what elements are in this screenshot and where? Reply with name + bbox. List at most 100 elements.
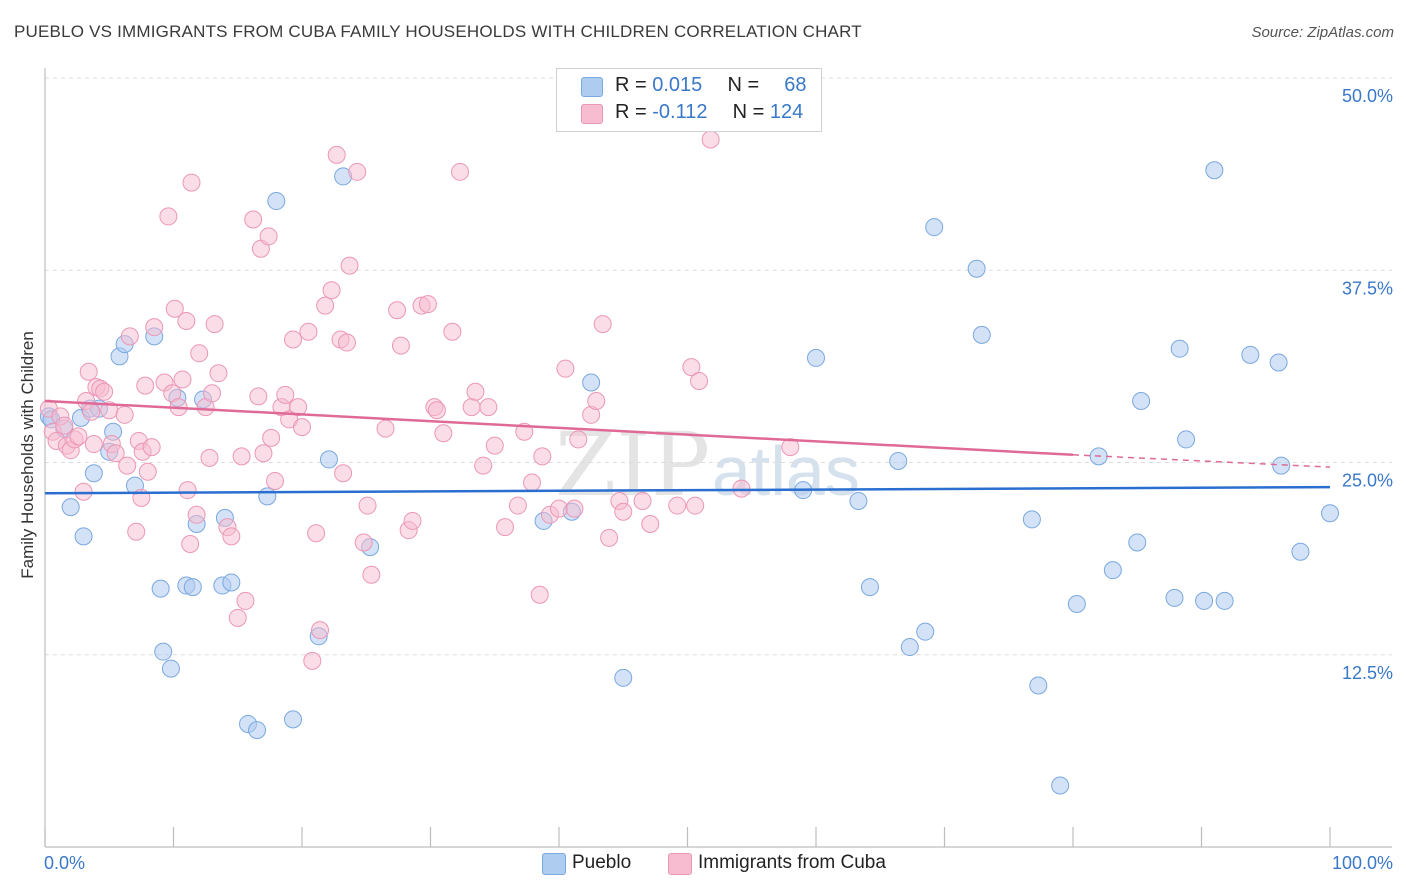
- cuba-point: [106, 444, 125, 463]
- pueblo-point: [1067, 594, 1086, 613]
- pueblo-point: [151, 579, 170, 598]
- cuba-point: [74, 482, 93, 501]
- pueblo-swatch: [542, 853, 566, 875]
- cuba-point: [159, 207, 178, 226]
- cuba-point: [177, 312, 196, 331]
- cuba-point: [222, 527, 241, 546]
- cuba-point: [165, 299, 184, 318]
- y-tick-label: 50.0%: [1342, 86, 1393, 106]
- cuba-point: [732, 479, 751, 498]
- cuba-point: [565, 499, 584, 518]
- cuba-point: [781, 438, 800, 457]
- pueblo-point: [849, 491, 868, 510]
- cuba-point: [533, 447, 552, 466]
- pueblo-point: [222, 573, 241, 592]
- cuba-point: [79, 362, 98, 381]
- pueblo-point: [1165, 588, 1184, 607]
- cuba-point: [462, 398, 481, 417]
- pueblo-point: [1215, 591, 1234, 610]
- cuba-point: [266, 471, 285, 490]
- legend-label-pueblo: Pueblo: [572, 852, 632, 873]
- pueblo-point: [1170, 339, 1189, 358]
- pueblo-point: [1132, 391, 1151, 410]
- x-tick-label-min: 0.0%: [44, 853, 85, 873]
- cuba-point: [310, 621, 329, 640]
- pueblo-point: [74, 527, 93, 546]
- cuba-point: [322, 281, 341, 300]
- cuba-point: [427, 401, 446, 420]
- cuba-point: [118, 456, 137, 475]
- pueblo-points: [39, 161, 1339, 795]
- legend-label-cuba: Immigrants from Cuba: [698, 852, 886, 873]
- cuba-point: [136, 376, 155, 395]
- cuba-point: [633, 491, 652, 510]
- cuba-point: [334, 464, 353, 483]
- cuba-point: [249, 387, 268, 406]
- cuba-point: [209, 364, 228, 383]
- chart-title: PUEBLO VS IMMIGRANTS FROM CUBA FAMILY HO…: [14, 22, 862, 41]
- cuba-point: [115, 405, 134, 424]
- cuba-point: [600, 528, 619, 547]
- correlation-legend: R = 0.015 N = 68 R = -0.112 N = 124: [556, 68, 822, 132]
- pueblo-swatch: [581, 77, 603, 97]
- y-tick-label: 25.0%: [1342, 471, 1393, 491]
- cuba-point: [668, 496, 687, 515]
- cuba-point: [593, 315, 612, 334]
- legend-n-label: N =: [732, 101, 765, 123]
- legend-r-label: R =: [615, 101, 647, 123]
- cuba-point: [587, 391, 606, 410]
- cuba-point: [496, 518, 515, 537]
- pueblo-point: [1291, 542, 1310, 561]
- cuba-point: [348, 162, 367, 181]
- cuba-point: [95, 382, 114, 401]
- cuba-point: [69, 427, 88, 446]
- pueblo-point: [582, 373, 601, 392]
- pueblo-point: [183, 578, 202, 597]
- pueblo-point: [1272, 456, 1291, 475]
- pueblo-point: [889, 451, 908, 470]
- cuba-point: [403, 511, 422, 530]
- pueblo-point: [84, 464, 103, 483]
- cuba-point: [120, 327, 139, 346]
- pueblo-point: [1205, 161, 1224, 180]
- cuba-point: [142, 438, 161, 457]
- cuba-point: [145, 318, 164, 337]
- pueblo-point: [1177, 430, 1196, 449]
- cuba-point: [354, 533, 373, 552]
- cuba-point: [690, 371, 709, 390]
- legend-r-value: -0.112: [652, 101, 708, 123]
- cuba-point: [228, 608, 247, 627]
- legend-n-value: 68: [784, 74, 807, 96]
- cuba-point: [205, 315, 224, 334]
- cuba-point: [262, 428, 281, 447]
- cuba-point: [55, 416, 74, 435]
- cuba-point: [299, 322, 318, 341]
- cuba-point: [569, 430, 588, 449]
- cuba-point: [293, 418, 311, 437]
- pueblo-point: [248, 721, 267, 740]
- cuba-point: [289, 398, 308, 417]
- cuba-point: [236, 591, 255, 610]
- tick-labels: 12.5% 25.0% 37.5% 50.0% 0.0% 100.0%: [44, 86, 1393, 873]
- cuba-point: [358, 496, 377, 515]
- cuba-point: [434, 424, 453, 443]
- legend-r-value: 0.015: [652, 74, 703, 96]
- pueblo-point: [319, 450, 338, 469]
- cuba-point: [127, 522, 146, 541]
- cuba-point: [276, 385, 295, 404]
- cuba-point: [508, 496, 527, 515]
- cuba-point: [523, 473, 542, 492]
- cuba-point: [316, 296, 335, 315]
- pueblo-point: [161, 659, 180, 678]
- cuba-point: [307, 524, 326, 543]
- watermark: ZIP atlas: [555, 413, 860, 516]
- cuba-point: [479, 398, 498, 417]
- cuba-point: [84, 435, 103, 454]
- cuba-point: [138, 462, 157, 481]
- y-tick-label: 12.5%: [1342, 663, 1393, 683]
- pueblo-point: [267, 192, 286, 211]
- pueblo-point: [1269, 353, 1288, 372]
- pueblo-point: [1321, 504, 1339, 523]
- pueblo-point: [258, 487, 277, 506]
